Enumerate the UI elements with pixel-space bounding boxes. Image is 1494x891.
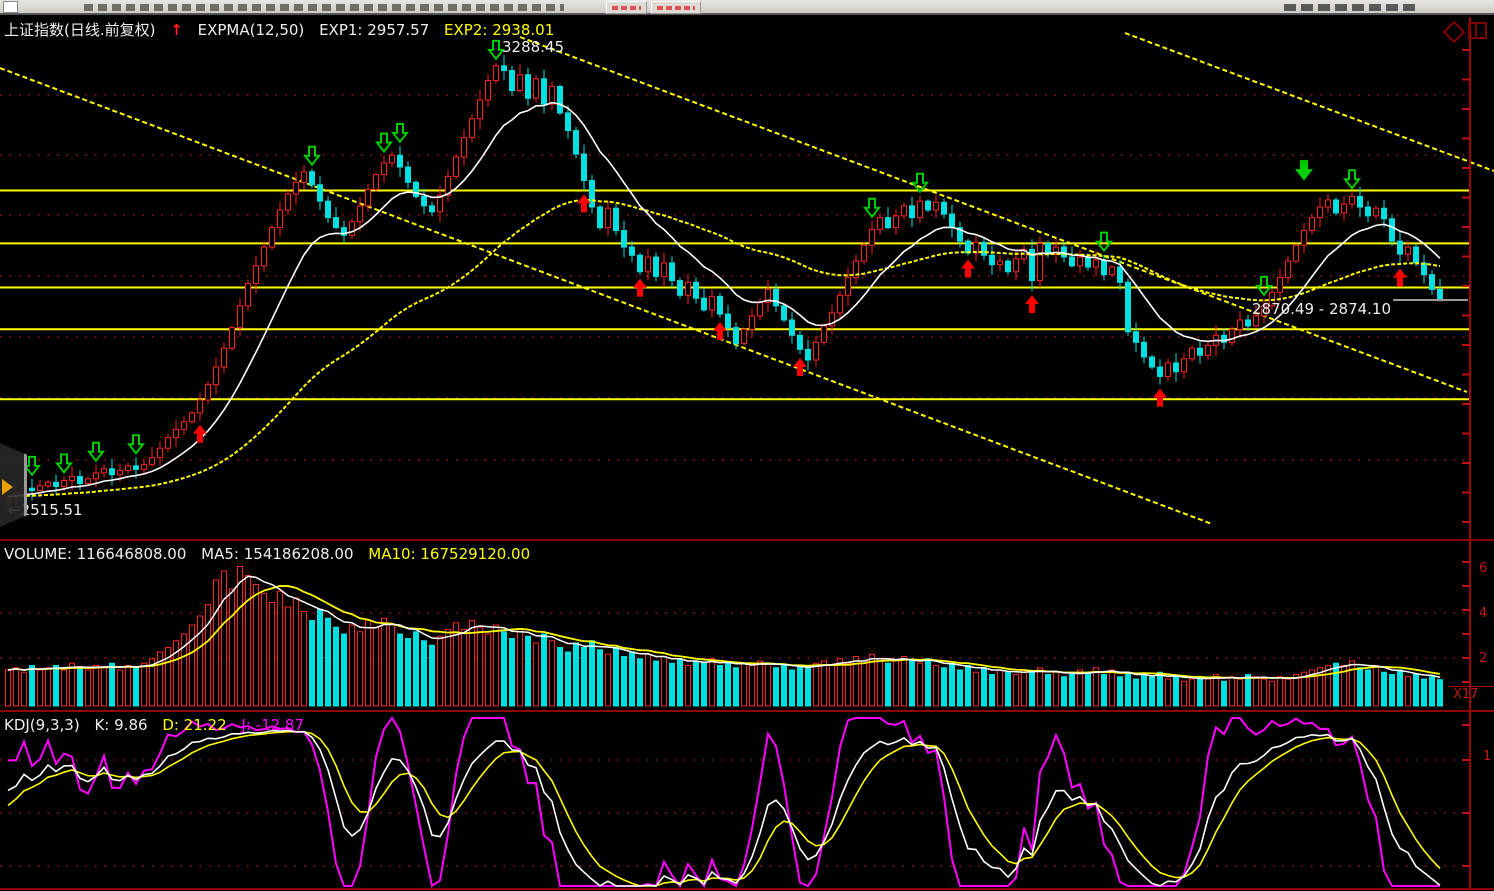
kdj-d-value: D: 21.22 — [162, 716, 227, 734]
volume-axis-label-2: 2 — [1479, 651, 1488, 666]
kdj-indicator-name[interactable]: KDJ(9,3,3) — [4, 716, 80, 734]
day-range-label: 2870.49 - 2874.10 — [1252, 300, 1392, 318]
kdj-axis-label: 1 — [1483, 749, 1492, 764]
volume-ma10-value: MA10: 167529120.00 — [368, 545, 531, 563]
menu-items-cropped[interactable] — [84, 4, 564, 11]
split-window-icon[interactable] — [1468, 22, 1487, 39]
quote-button-2[interactable] — [651, 1, 701, 14]
exp1-value: EXP1: 2957.57 — [319, 21, 430, 39]
kdj-j-value: J: -12.87 — [241, 716, 305, 734]
indicator-name[interactable]: EXPMA(12,50) — [197, 21, 305, 39]
volume-ma5-value: MA5: 154186208.00 — [201, 545, 354, 563]
peak-price-label: 3288.45 — [502, 38, 565, 56]
volume-panel-header: VOLUME: 116646808.00 MA5: 154186208.00 M… — [4, 545, 540, 563]
menu-right-text-cropped — [1284, 4, 1418, 11]
diamond-icon[interactable] — [1442, 20, 1466, 44]
volume-axis-label-4: 4 — [1479, 606, 1488, 621]
chart-corner-controls — [1442, 20, 1487, 44]
volume-axis-label-6: 6 — [1479, 561, 1488, 576]
menu-bar[interactable] — [0, 0, 1494, 15]
volume-value: VOLUME: 116646808.00 — [4, 545, 187, 563]
instrument-title: 上证指数(日线.前复权) — [4, 21, 156, 39]
volume-unit-label: X17 — [1449, 686, 1494, 709]
main-chart-header: 上证指数(日线.前复权) ↑ EXPMA(12,50) EXP1: 2957.5… — [4, 19, 564, 40]
chart-area[interactable] — [0, 15, 1494, 891]
app-icon — [3, 1, 18, 13]
left-edge-scroll-widget[interactable] — [0, 443, 27, 527]
scroll-left-triangle-icon[interactable] — [2, 479, 13, 495]
quote-button-1[interactable] — [606, 1, 647, 14]
kdj-panel-header: KDJ(9,3,3) K: 9.86 D: 21.22 J: -12.87 — [4, 716, 314, 734]
up-arrow-icon: ↑ — [170, 21, 183, 39]
kdj-k-value: K: 9.86 — [94, 716, 148, 734]
exp2-value: EXP2: 2938.01 — [444, 21, 555, 39]
